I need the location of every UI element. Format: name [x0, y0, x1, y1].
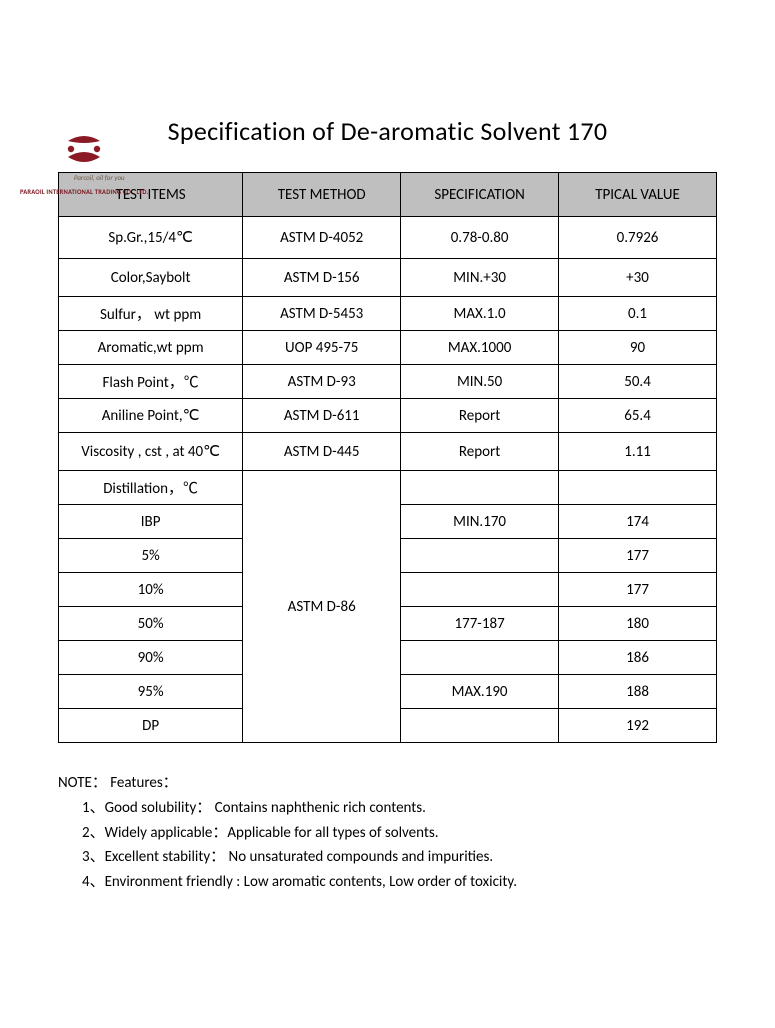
cell-spec	[401, 573, 559, 607]
cell-spec: MIN.+30	[401, 259, 559, 297]
cell-method-distillation: ASTM D-86	[243, 471, 401, 743]
note-item: 3、Excellent stability： No unsaturated co…	[82, 845, 717, 870]
spec-table-container: TEST ITEMS TEST METHOD SPECIFICATION TPI…	[58, 172, 717, 743]
cell-item: Color,Saybolt	[59, 259, 243, 297]
note-item: 4、Environment friendly : Low aromatic co…	[82, 870, 717, 895]
note-item: 1、Good solubility： Contains naphthenic r…	[82, 796, 717, 821]
cell-item: 50%	[59, 607, 243, 641]
cell-method: ASTM D-5453	[243, 297, 401, 331]
cell-method: ASTM D-445	[243, 433, 401, 471]
cell-value	[559, 471, 717, 505]
cell-spec: MIN.50	[401, 365, 559, 399]
cell-spec	[401, 709, 559, 743]
cell-value: 177	[559, 573, 717, 607]
cell-value: 0.1	[559, 297, 717, 331]
table-row: Aniline Point,℃ ASTM D-611 Report 65.4	[59, 399, 717, 433]
cell-value: 174	[559, 505, 717, 539]
cell-spec: Report	[401, 433, 559, 471]
spec-table: TEST ITEMS TEST METHOD SPECIFICATION TPI…	[58, 172, 717, 743]
cell-spec: 177-187	[401, 607, 559, 641]
cell-spec: MAX.190	[401, 675, 559, 709]
cell-value: 1.11	[559, 433, 717, 471]
note-item: 2、Widely applicable：Applicable for all t…	[82, 821, 717, 846]
cell-value: 186	[559, 641, 717, 675]
cell-item: Aromatic,wt ppm	[59, 331, 243, 365]
cell-method: ASTM D-4052	[243, 217, 401, 259]
cell-spec: Report	[401, 399, 559, 433]
cell-spec	[401, 539, 559, 573]
table-row: Distillation，℃ ASTM D-86	[59, 471, 717, 505]
cell-item: Viscosity , cst , at 40℃	[59, 433, 243, 471]
cell-spec: 0.78-0.80	[401, 217, 559, 259]
logo-area: Parcoil, oil for you PARAOIL INTERNATION…	[20, 127, 148, 196]
cell-item: Flash Point，℃	[59, 365, 243, 399]
cell-value: 65.4	[559, 399, 717, 433]
cell-item: Distillation，℃	[59, 471, 243, 505]
cell-method: ASTM D-156	[243, 259, 401, 297]
cell-spec: MAX.1.0	[401, 297, 559, 331]
col-specification: SPECIFICATION	[401, 173, 559, 217]
cell-value: 90	[559, 331, 717, 365]
logo-mark-icon	[62, 127, 106, 171]
col-typical-value: TPICAL VALUE	[559, 173, 717, 217]
cell-item: DP	[59, 709, 243, 743]
cell-value: +30	[559, 259, 717, 297]
logo-tagline: Parcoil, oil for you	[74, 173, 125, 182]
table-row: Color,Saybolt ASTM D-156 MIN.+30 +30	[59, 259, 717, 297]
logo-company: PARAOIL INTERNATIONAL TRADING CO., LTD.	[20, 188, 148, 196]
table-row: Flash Point，℃ ASTM D-93 MIN.50 50.4	[59, 365, 717, 399]
cell-item: Sulfur， wt ppm	[59, 297, 243, 331]
cell-method: ASTM D-611	[243, 399, 401, 433]
cell-item: IBP	[59, 505, 243, 539]
cell-value: 180	[559, 607, 717, 641]
table-row: Sp.Gr.,15/4℃ ASTM D-4052 0.78-0.80 0.792…	[59, 217, 717, 259]
col-test-method: TEST METHOD	[243, 173, 401, 217]
table-row: Viscosity , cst , at 40℃ ASTM D-445 Repo…	[59, 433, 717, 471]
cell-item: 5%	[59, 539, 243, 573]
cell-value: 0.7926	[559, 217, 717, 259]
cell-value: 192	[559, 709, 717, 743]
cell-value: 50.4	[559, 365, 717, 399]
cell-value: 177	[559, 539, 717, 573]
notes-title: NOTE： Features：	[58, 771, 717, 796]
cell-item: Aniline Point,℃	[59, 399, 243, 433]
table-row: Sulfur， wt ppm ASTM D-5453 MAX.1.0 0.1	[59, 297, 717, 331]
cell-spec	[401, 471, 559, 505]
cell-method: UOP 495-75	[243, 331, 401, 365]
cell-spec	[401, 641, 559, 675]
cell-method: ASTM D-93	[243, 365, 401, 399]
cell-spec: MIN.170	[401, 505, 559, 539]
cell-item: 95%	[59, 675, 243, 709]
table-header-row: TEST ITEMS TEST METHOD SPECIFICATION TPI…	[59, 173, 717, 217]
notes-section: NOTE： Features： 1、Good solubility： Conta…	[58, 771, 717, 895]
cell-item: 10%	[59, 573, 243, 607]
cell-item: Sp.Gr.,15/4℃	[59, 217, 243, 259]
cell-spec: MAX.1000	[401, 331, 559, 365]
table-row: Aromatic,wt ppm UOP 495-75 MAX.1000 90	[59, 331, 717, 365]
cell-item: 90%	[59, 641, 243, 675]
cell-value: 188	[559, 675, 717, 709]
